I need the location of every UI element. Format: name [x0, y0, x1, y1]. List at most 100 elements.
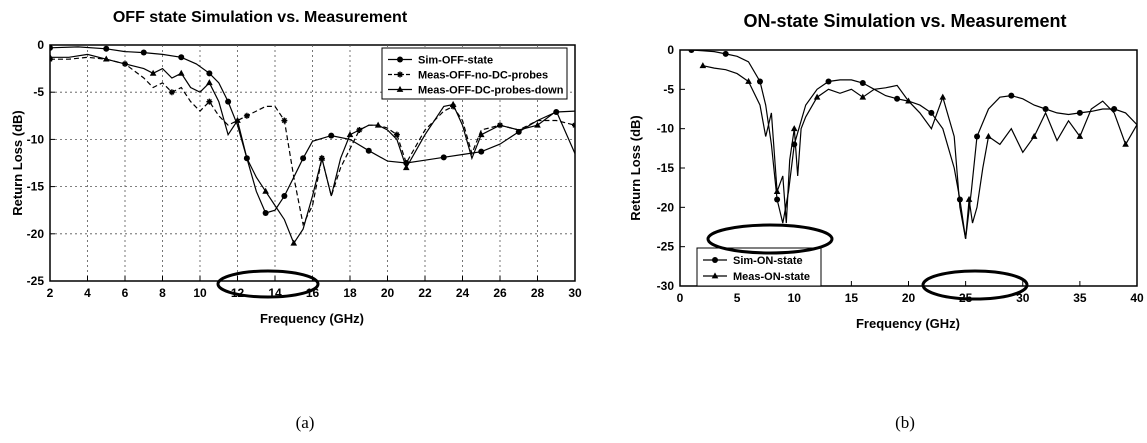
chart-b-series-0-point-27 [956, 196, 963, 203]
chart-a-series-1-point-8 [168, 89, 175, 96]
chart-a-series-0-point-22 [365, 147, 372, 154]
chart-a-series-1-point-20 [281, 117, 288, 124]
chart-b-ytick-label-2: -10 [657, 122, 675, 136]
chart-a-ytick-label-2: -10 [27, 132, 45, 146]
chart-b-legend-box [696, 247, 822, 287]
chart-b-series-1-point-32 [965, 195, 973, 202]
chart-a-series-2-point-27 [346, 131, 354, 138]
chart-b-xtick-label-0: 0 [677, 291, 684, 305]
chart-a-series-2-point-9 [177, 69, 185, 76]
chart-a-xtick-label-3: 8 [159, 286, 166, 300]
chart-b-xtick-label-4: 20 [902, 291, 916, 305]
chart-b-series-0-point-33 [1008, 92, 1015, 99]
chart-b-series-line-1 [702, 65, 1137, 239]
chart-b-ticks: 0 5 10 15 20 25 30 35 400-5-10-15-20-25-30 [657, 43, 1144, 305]
chart-a-annotation-ellipse [216, 269, 320, 299]
chart-a-series-1-point-32 [393, 131, 400, 138]
chart-a-series-1-point-16 [243, 112, 250, 119]
chart-a-ytick-label-4: -20 [27, 227, 45, 241]
chart-a-ytick-label-3: -15 [27, 180, 45, 194]
chart-a-series-0-point-20 [328, 132, 335, 139]
chart-a-xtick-label-10: 22 [418, 286, 432, 300]
chart-a-legend-marker-2 [396, 85, 404, 92]
chart-a-series-0-point-0 [50, 45, 53, 51]
chart-a-series-2-point-0 [50, 53, 54, 60]
chart-b-series-0-point-6 [756, 78, 763, 85]
chart-a-xtick-label-8: 18 [343, 286, 357, 300]
chart-b-xtick-label-1: 5 [734, 291, 741, 305]
chart-a-series-2-point-18 [262, 187, 269, 194]
chart-b-series-0-point-30 [974, 133, 981, 140]
chart-a-series-line-1 [50, 56, 575, 227]
chart-a-series-2-point-39 [477, 131, 485, 138]
chart-b-xtick-label-3: 15 [845, 291, 859, 305]
chart-b-series [688, 50, 1137, 239]
chart-a-legend-marker-0 [397, 56, 403, 63]
chart-a-ytick-label-1: -5 [33, 85, 44, 99]
chart-a-series-0-point-14 [262, 210, 269, 217]
chart-a-legend-label-2: Meas-OFF-DC-probes-down [418, 85, 564, 97]
chart-b-annotation-ellipse-1 [706, 223, 834, 255]
chart-b-xtick-label-6: 30 [1016, 291, 1030, 305]
chart-a-ytick-label-5: -25 [27, 274, 45, 288]
chart-a-xtick-label-1: 4 [84, 286, 91, 300]
chart-b: ON-state Simulation vs. Measurement 0 5 10… [628, 11, 1144, 432]
chart-a-xlabel: Frequency (GHz) [260, 311, 364, 326]
chart-b-series-1-point-12 [790, 125, 798, 132]
chart-a-series-0-point-30 [515, 128, 522, 135]
chart-b-series-0-point-18 [859, 80, 866, 87]
chart-b-series-1-point-40 [1030, 132, 1038, 139]
chart-b-title: ON-state Simulation vs. Measurement [743, 11, 1066, 31]
chart-a-series-0-point-6 [178, 54, 185, 61]
chart-a-series-0-point-28 [478, 148, 485, 155]
chart-b-legend: Sim-ON-state Meas-ON-state [696, 247, 822, 287]
chart-b-series-0-point-3 [722, 50, 729, 57]
chart-a-xtick-label-12: 26 [493, 286, 507, 300]
chart-b-series-1-point-28 [939, 93, 947, 100]
chart-a-xtick-label-13: 28 [531, 286, 545, 300]
chart-a-series-2-point-3 [102, 55, 110, 62]
chart-b-series-1-point-4 [745, 77, 752, 84]
chart-a-series-0-point-26 [440, 154, 447, 161]
chart-b-ytick-label-1: -5 [663, 82, 674, 96]
chart-b-ytick-label-0: 0 [667, 43, 674, 57]
chart-a-series-2-point-15 [234, 116, 241, 123]
chart-a-xtick-label-11: 24 [456, 286, 470, 300]
chart-b-series-0-point-0 [688, 50, 695, 53]
chart-a-xtick-label-14: 30 [568, 286, 582, 300]
chart-a-series-0-point-8 [206, 70, 213, 77]
chart-b-annotation-ellipse-2 [921, 269, 1029, 301]
chart-a-series-1-point-12 [206, 98, 213, 105]
chart-b-series-1-point-36 [985, 132, 992, 139]
chart-b-plot-area [679, 49, 1138, 287]
chart-b-series-0-point-24 [928, 109, 935, 116]
chart-a-series [50, 45, 575, 246]
chart-b-series-1-point-48 [1122, 140, 1129, 147]
chart-a-legend: Sim-OFF-state Meas-OFF-no-DC-probes Meas-O… [381, 47, 568, 100]
chart-b-ytick-label-3: -15 [657, 161, 675, 175]
chart-b-ytick-label-4: -20 [657, 200, 675, 214]
chart-b-caption: (b) [895, 413, 915, 432]
chart-b-xtick-label-7: 35 [1073, 291, 1087, 305]
chart-a-series-0-point-16 [281, 193, 288, 200]
chart-a-ylabel: Return Loss (dB) [10, 110, 25, 215]
chart-b-xtick-label-2: 10 [788, 291, 802, 305]
chart-b-legend-label-1: Meas-ON-state [733, 271, 810, 283]
chart-a-series-2-point-30 [374, 121, 382, 128]
chart-a-legend-box [381, 47, 568, 100]
chart-a-series-0-point-10 [225, 98, 232, 105]
chart-b-series-0-point-9 [774, 196, 781, 203]
chart-a-series-2-point-21 [290, 239, 298, 246]
chart-a-caption: (a) [296, 413, 315, 432]
chart-a-legend-marker-1 [397, 71, 403, 78]
chart-b-legend-marker-1 [711, 272, 719, 279]
chart-b-series-0-point-21 [894, 95, 901, 102]
chart-a-series-2-point-12 [206, 79, 213, 86]
chart-a-xtick-label-4: 10 [193, 286, 207, 300]
chart-b-xtick-label-8: 40 [1130, 291, 1144, 305]
chart-b-series-0-point-36 [1042, 106, 1049, 112]
chart-b-xlabel: Frequency (GHz) [856, 316, 960, 331]
chart-a-series-0-point-4 [140, 49, 147, 56]
